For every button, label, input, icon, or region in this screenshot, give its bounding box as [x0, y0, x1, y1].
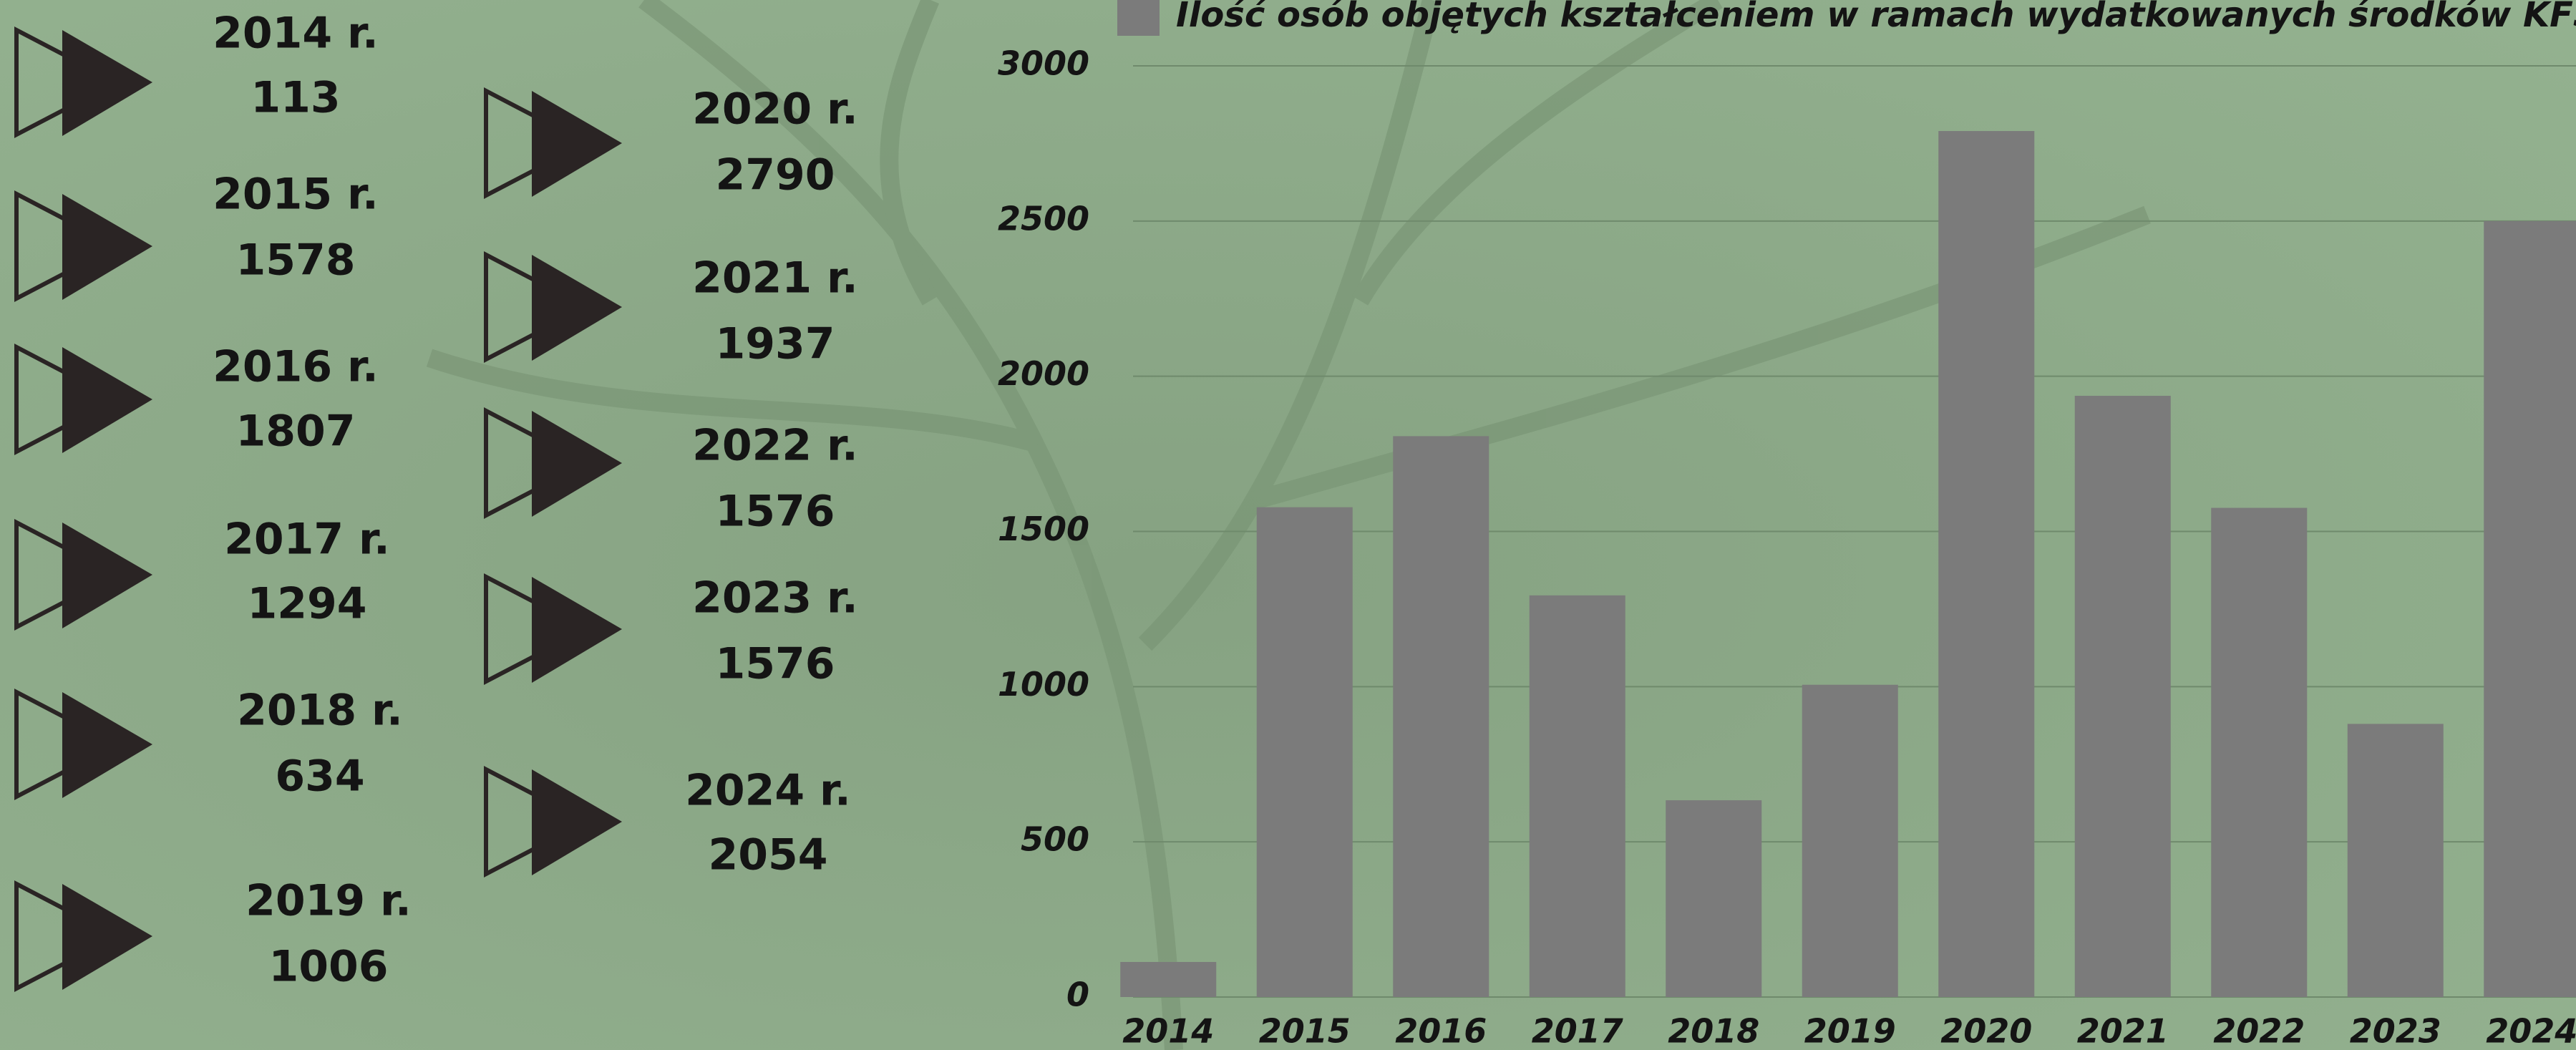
x-tick-label: 2020: [1940, 1012, 2032, 1050]
entry-value: 1576: [716, 487, 835, 537]
entry-value: 2790: [716, 150, 835, 200]
entry-year: 2017 r.: [224, 515, 390, 565]
x-tick-label: 2023: [2350, 1012, 2441, 1050]
y-tick-label: 1500: [998, 510, 1089, 548]
entry-year: 2019 r.: [246, 876, 412, 926]
bar: [1938, 131, 2034, 997]
bar: [1257, 507, 1353, 997]
bar: [1530, 596, 1625, 997]
x-tick-label: 2022: [2213, 1012, 2305, 1050]
bar: [1666, 800, 1761, 997]
entry-year: 2014 r.: [213, 9, 379, 59]
x-tick-label: 2024: [2486, 1012, 2576, 1050]
bar: [2348, 724, 2444, 997]
x-tick-label: 2015: [1259, 1012, 1351, 1050]
y-tick-label: 0: [1066, 976, 1089, 1014]
bar: [2484, 221, 2576, 997]
entry-year: 2016 r.: [213, 342, 379, 392]
entry-year: 2023 r.: [692, 573, 858, 623]
entry-year: 2018 r.: [237, 686, 403, 736]
entry-value: 1937: [716, 319, 835, 369]
entry-year: 2020 r.: [692, 84, 858, 135]
page: Ilość osób objętych kształceniem w ramac…: [0, 0, 2576, 1050]
bar: [1120, 962, 1216, 997]
x-tick-label: 2021: [2077, 1012, 2169, 1050]
entry-value: 113: [251, 73, 340, 123]
bar: [1393, 436, 1489, 997]
x-tick-label: 2016: [1395, 1012, 1487, 1050]
y-tick-label: 2500: [998, 199, 1089, 238]
entry-year: 2024 r.: [685, 766, 851, 816]
legend-swatch: [1117, 0, 1160, 36]
legend-label: Ilość osób objętych kształceniem w ramac…: [1176, 0, 2576, 35]
entry-value: 1578: [236, 235, 356, 286]
x-tick-label: 2018: [1668, 1012, 1759, 1050]
entry-year: 2022 r.: [692, 421, 858, 471]
entry-year: 2015 r.: [213, 170, 379, 220]
bar: [1802, 685, 1898, 997]
y-tick-label: 500: [1021, 820, 1089, 859]
entry-value: 1576: [716, 639, 835, 689]
x-tick-label: 2014: [1122, 1012, 1214, 1050]
entry-value: 1294: [248, 579, 367, 629]
y-tick-label: 2000: [998, 354, 1089, 393]
bar: [2211, 508, 2307, 997]
entry-year: 2021 r.: [692, 253, 858, 303]
bar: [2075, 396, 2171, 997]
x-tick-label: 2019: [1804, 1012, 1896, 1050]
y-tick-label: 3000: [998, 44, 1089, 83]
entry-value: 2054: [709, 830, 828, 880]
entry-value: 1807: [236, 407, 356, 457]
entry-value: 1006: [269, 942, 389, 992]
y-tick-label: 1000: [998, 665, 1089, 704]
x-tick-label: 2017: [1532, 1012, 1623, 1050]
entry-value: 634: [275, 752, 364, 802]
